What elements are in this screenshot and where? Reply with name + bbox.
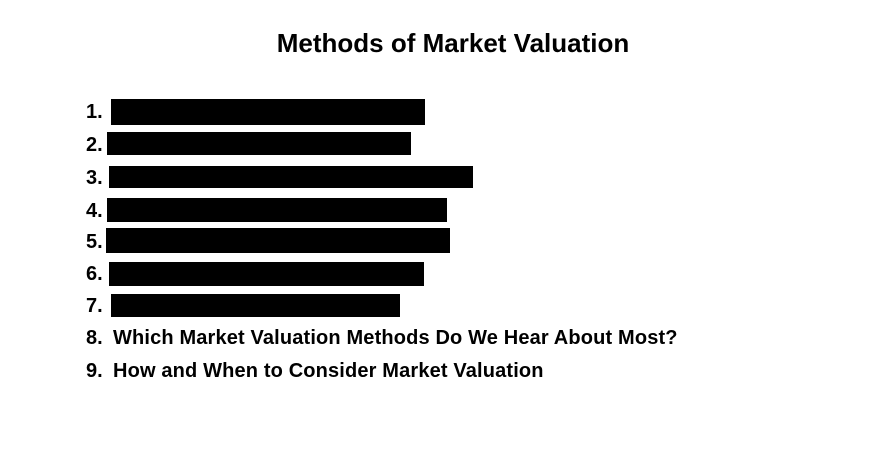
item-number: 2. (86, 134, 103, 156)
item-text: Which Market Valuation Methods Do We Hea… (113, 327, 678, 349)
item-number: 5. (86, 231, 103, 253)
item-number: 3. (86, 167, 103, 189)
item-number: 1. (86, 101, 103, 123)
redaction (109, 262, 424, 286)
redaction (109, 166, 473, 188)
redaction (111, 99, 425, 125)
redaction (106, 228, 450, 253)
title: Methods of Market Valuation (276, 28, 630, 58)
item-number: 4. (86, 200, 103, 222)
item-number: 8. (86, 327, 103, 349)
item-text: How and When to Consider Market Valuatio… (113, 360, 544, 382)
redaction (107, 132, 411, 155)
item-number: 9. (86, 360, 103, 382)
item-number: 6. (86, 263, 103, 285)
item-number: 7. (86, 295, 103, 317)
redaction (107, 198, 447, 222)
redaction (111, 294, 400, 317)
